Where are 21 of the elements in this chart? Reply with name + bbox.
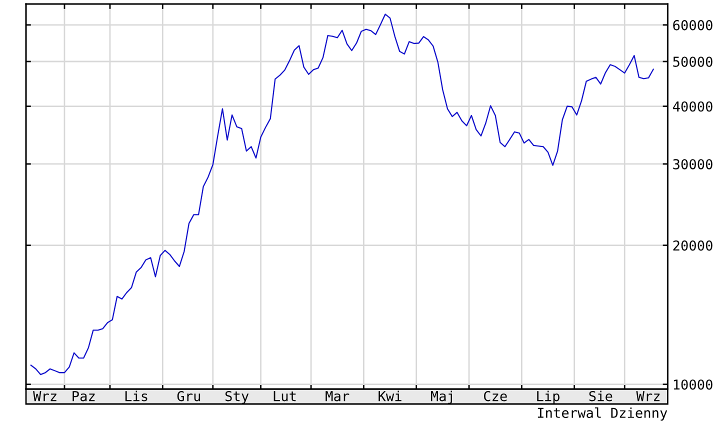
x-tick-label: Maj — [430, 390, 452, 404]
x-tick-label: Sty — [225, 390, 249, 404]
x-tick-label: Wrz — [33, 391, 56, 402]
x-tick-label: Sie — [589, 390, 612, 402]
x-tick-label: Wrz — [636, 391, 660, 402]
x-tick-label: Paz — [72, 391, 95, 402]
line-series — [30, 14, 654, 376]
x-tick-label: Cze — [484, 390, 507, 402]
x-tick-label: Lip — [537, 390, 560, 404]
y-tick-label: 40000 — [672, 101, 712, 112]
x-tick-label: Mar — [326, 391, 350, 402]
y-tick-label: 20000 — [673, 240, 712, 251]
x-tick-label: Kwi — [378, 390, 402, 402]
y-tick-label: 10000 — [674, 379, 712, 390]
y-tick-label: 60000 — [673, 20, 712, 30]
x-tick-label: Lis — [125, 390, 148, 402]
x-tick-label: Gru — [177, 390, 200, 402]
text: Interwal Dzienny — [538, 407, 668, 421]
y-tick-label: 30000 — [673, 159, 712, 170]
y-tick-label: 50000 — [673, 56, 712, 67]
x-tick-label: Lut — [274, 391, 296, 402]
